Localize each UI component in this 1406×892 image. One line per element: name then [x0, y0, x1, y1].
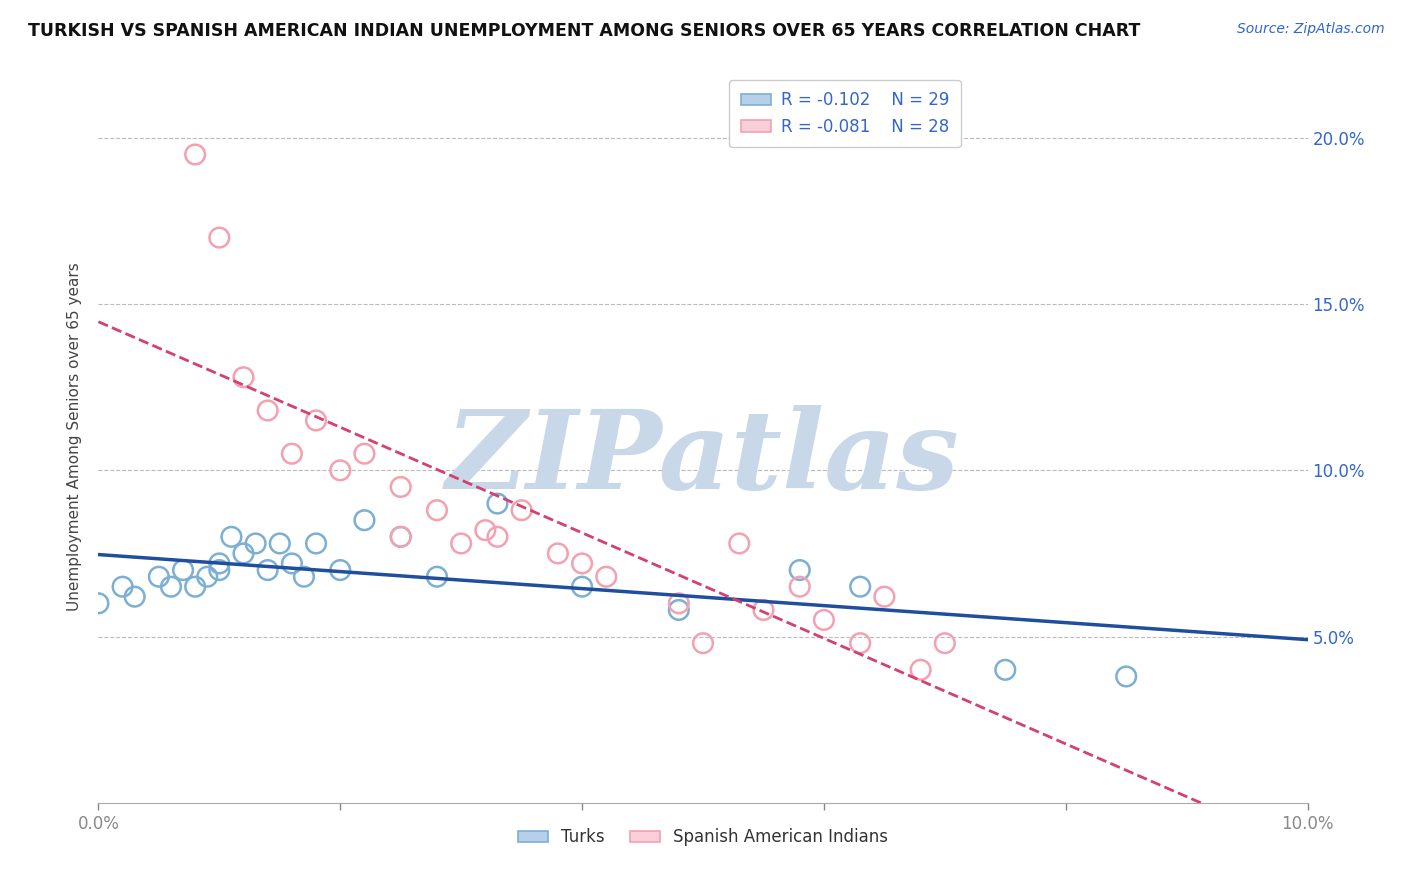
Point [184, 147, 207, 161]
Point [256, 563, 278, 577]
Point [1115, 669, 1137, 683]
Point [353, 447, 375, 461]
Point [329, 463, 352, 477]
Point [281, 557, 304, 571]
Point [450, 536, 472, 550]
Point [571, 557, 593, 571]
Point [571, 580, 593, 594]
Point [245, 536, 267, 550]
Point [486, 530, 509, 544]
Point [305, 413, 328, 427]
Point [305, 536, 328, 550]
Text: TURKISH VS SPANISH AMERICAN INDIAN UNEMPLOYMENT AMONG SENIORS OVER 65 YEARS CORR: TURKISH VS SPANISH AMERICAN INDIAN UNEMP… [28, 22, 1140, 40]
Point [849, 636, 872, 650]
Point [292, 570, 315, 584]
Point [849, 580, 872, 594]
Point [728, 536, 751, 550]
Point [353, 513, 375, 527]
Point [426, 503, 449, 517]
Point [269, 536, 291, 550]
Point [813, 613, 835, 627]
Text: Source: ZipAtlas.com: Source: ZipAtlas.com [1237, 22, 1385, 37]
Point [208, 557, 231, 571]
Point [389, 480, 412, 494]
Point [87, 596, 110, 610]
Point [692, 636, 714, 650]
Point [789, 563, 811, 577]
Point [172, 563, 194, 577]
Point [221, 530, 243, 544]
Point [547, 546, 569, 560]
Point [281, 447, 304, 461]
Point [595, 570, 617, 584]
Point [232, 546, 254, 560]
Point [426, 570, 449, 584]
Point [148, 570, 170, 584]
Point [752, 603, 775, 617]
Point [873, 590, 896, 604]
Point [195, 570, 218, 584]
Point [934, 636, 956, 650]
Point [910, 663, 932, 677]
Point [389, 530, 412, 544]
Point [256, 403, 278, 417]
Point [668, 603, 690, 617]
Point [994, 663, 1017, 677]
Legend: Turks, Spanish American Indians: Turks, Spanish American Indians [512, 822, 894, 853]
Point [111, 580, 134, 594]
Point [329, 563, 352, 577]
Point [789, 580, 811, 594]
Point [232, 370, 254, 384]
Point [208, 563, 231, 577]
Point [208, 230, 231, 244]
Y-axis label: Unemployment Among Seniors over 65 years: Unemployment Among Seniors over 65 years [67, 263, 83, 611]
Point [184, 580, 207, 594]
Point [668, 596, 690, 610]
Point [510, 503, 533, 517]
Point [389, 530, 412, 544]
Point [160, 580, 183, 594]
Point [486, 497, 509, 511]
Point [124, 590, 146, 604]
Point [474, 523, 496, 537]
Text: ZIPatlas: ZIPatlas [446, 405, 960, 513]
